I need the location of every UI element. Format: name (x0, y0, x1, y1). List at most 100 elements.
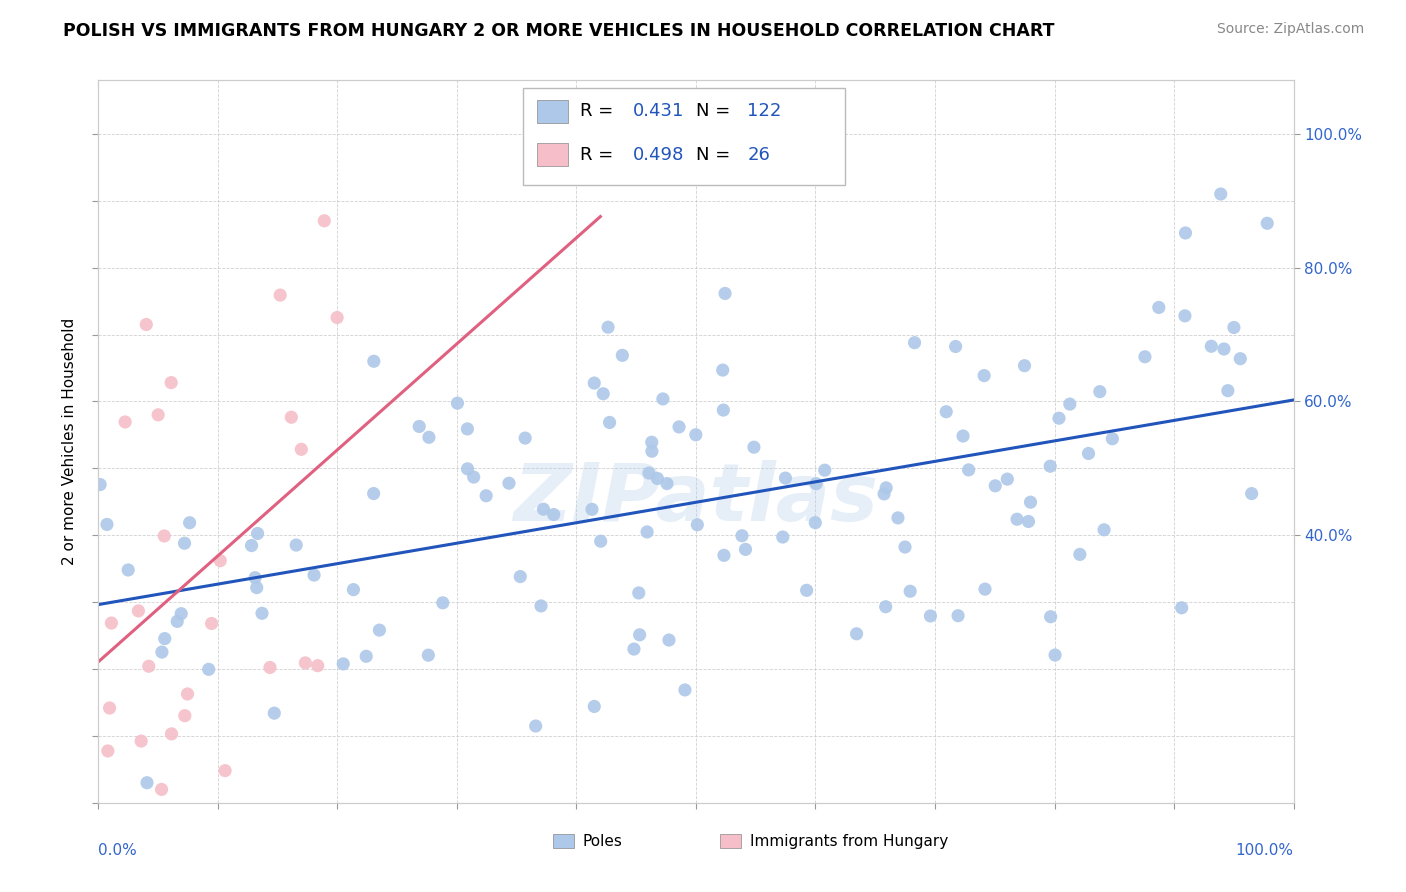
Point (170, 607, 193, 621)
Point (457, 462, 479, 476)
Point (685, 427, 707, 442)
Point (973, 368, 995, 383)
Point (641, 435, 664, 450)
Point (543, 508, 565, 522)
Point (302, 568, 325, 582)
Text: Source: ZipAtlas.com: Source: ZipAtlas.com (1216, 22, 1364, 37)
Point (150, 782, 173, 797)
Text: POLISH VS IMMIGRANTS FROM HUNGARY 2 OR MORE VEHICLES IN HOUSEHOLD CORRELATION CH: POLISH VS IMMIGRANTS FROM HUNGARY 2 OR M… (63, 22, 1054, 40)
Point (166, 615, 188, 629)
Point (845, 627, 868, 641)
Point (259, 660, 281, 674)
Point (641, 444, 664, 458)
Point (875, 481, 897, 495)
Point (326, 310, 349, 325)
Point (984, 479, 1007, 493)
Point (1014, 359, 1036, 373)
Point (1101, 432, 1123, 446)
Point (280, 410, 302, 425)
Point (668, 420, 690, 434)
Point (1213, 342, 1236, 356)
Point (1005, 512, 1028, 526)
Point (1240, 486, 1263, 500)
Point (530, 599, 553, 613)
Point (1039, 459, 1062, 474)
Point (153, 529, 176, 543)
Point (179, 516, 201, 530)
Point (243, 571, 266, 585)
Point (446, 396, 468, 410)
Point (583, 376, 606, 390)
Point (1223, 320, 1246, 334)
Point (957, 463, 980, 477)
Point (731, 529, 754, 543)
Point (363, 486, 385, 500)
Point (342, 582, 364, 597)
Point (686, 517, 709, 532)
Point (418, 430, 440, 444)
Point (974, 582, 997, 596)
Text: R =: R = (581, 145, 619, 164)
Point (129, 734, 152, 748)
Point (136, 776, 159, 790)
Point (647, 471, 669, 485)
Text: 0.431: 0.431 (633, 103, 683, 120)
Point (1133, 350, 1156, 364)
Point (98, 701, 121, 715)
Point (160, 727, 183, 741)
Point (946, 608, 969, 623)
Point (1170, 600, 1192, 615)
Point (250, 607, 273, 621)
Point (1209, 187, 1232, 202)
Point (200, 616, 222, 631)
Point (515, 431, 537, 445)
Point (638, 466, 661, 480)
Point (176, 687, 198, 701)
Point (1256, 216, 1278, 230)
Text: 26: 26 (748, 145, 770, 164)
Text: 0.0%: 0.0% (98, 843, 138, 857)
Point (114, 415, 136, 429)
Point (935, 405, 957, 419)
Point (1216, 384, 1239, 398)
Point (456, 422, 478, 436)
Point (146, 408, 169, 422)
Point (714, 286, 737, 301)
Point (173, 708, 195, 723)
Point (475, 489, 498, 503)
Bar (537, 100, 568, 123)
Text: 100.0%: 100.0% (1236, 843, 1294, 857)
Point (628, 628, 651, 642)
Bar (537, 143, 568, 166)
Point (498, 476, 520, 491)
Point (952, 429, 974, 443)
Point (655, 476, 678, 491)
Text: Poles: Poles (582, 834, 623, 848)
Point (135, 318, 157, 332)
Point (160, 376, 183, 390)
Point (1039, 609, 1062, 624)
Point (1201, 339, 1223, 353)
Point (920, 609, 942, 624)
Point (711, 403, 734, 417)
Point (1229, 351, 1251, 366)
Point (894, 540, 917, 554)
Point (1088, 384, 1111, 399)
Point (533, 502, 555, 516)
Point (995, 472, 1018, 486)
Y-axis label: 2 or more Vehicles in Household: 2 or more Vehicles in Household (62, 318, 77, 566)
Text: 122: 122 (748, 103, 782, 120)
Text: N =: N = (696, 103, 735, 120)
Point (1077, 446, 1099, 460)
Point (290, 442, 312, 457)
Point (1043, 648, 1066, 662)
Point (581, 502, 603, 516)
Point (636, 524, 658, 539)
Point (524, 719, 547, 733)
Point (1059, 397, 1081, 411)
Point (285, 538, 308, 552)
Point (804, 516, 827, 530)
Point (1019, 495, 1042, 509)
Point (627, 586, 650, 600)
Text: R =: R = (581, 103, 619, 120)
